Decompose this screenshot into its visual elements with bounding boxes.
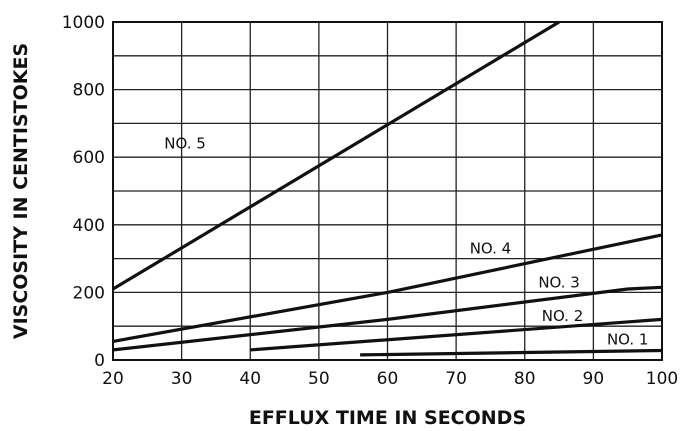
series-label: NO. 3: [538, 273, 580, 291]
x-tick-label: 100: [646, 369, 678, 389]
grid: [112, 21, 663, 361]
plot-frame: [112, 21, 663, 361]
y-tick-labels: 0 200 400 600 800 1000: [62, 13, 105, 371]
x-tick-label: 60: [377, 369, 399, 389]
series-line-no-4: [112, 233, 663, 343]
x-tick-label: 50: [308, 369, 330, 389]
series-label: NO. 1: [607, 331, 649, 349]
y-tick-label: 1000: [62, 13, 105, 33]
x-tick-label: 40: [239, 369, 261, 389]
series-line-no-1: [360, 348, 663, 357]
x-axis-title: EFFLUX TIME IN SECONDS: [249, 407, 526, 429]
y-tick-label: 400: [73, 216, 105, 236]
series-label: NO. 2: [542, 307, 584, 325]
series-line-no-3: [112, 285, 663, 352]
x-tick-label: 90: [583, 369, 605, 389]
y-axis-title: VISCOSITY IN CENTISTOKES: [10, 43, 32, 339]
series-line-no-5: [112, 20, 560, 291]
y-tick-label: 600: [73, 148, 105, 168]
x-tick-label: 80: [514, 369, 536, 389]
series-lines: [112, 20, 663, 357]
y-tick-label: 0: [94, 351, 105, 371]
series-label: NO. 5: [164, 135, 206, 153]
series-label: NO. 4: [470, 239, 512, 257]
x-tick-label: 70: [445, 369, 467, 389]
series-line-no-2: [250, 317, 663, 352]
series-labels: NO. 1 NO. 2 NO. 3 NO. 4 NO. 5: [164, 135, 648, 349]
y-tick-label: 200: [73, 283, 105, 303]
x-tick-label: 30: [171, 369, 193, 389]
y-tick-label: 800: [73, 81, 105, 101]
x-tick-labels: 20 30 40 50 60 70 80 90 100: [102, 369, 678, 389]
x-tick-label: 20: [102, 369, 124, 389]
